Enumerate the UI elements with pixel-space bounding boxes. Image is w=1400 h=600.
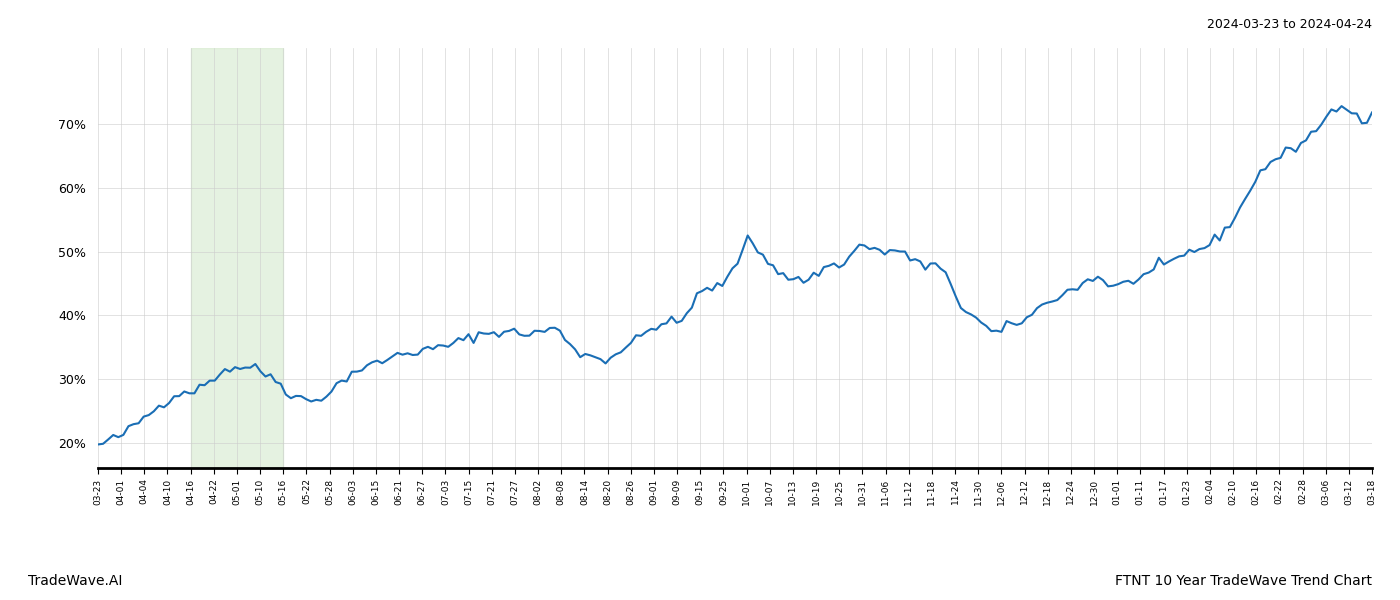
Text: 2024-03-23 to 2024-04-24: 2024-03-23 to 2024-04-24 xyxy=(1207,18,1372,31)
Bar xyxy=(190,48,283,468)
Text: TradeWave.AI: TradeWave.AI xyxy=(28,574,122,588)
Text: FTNT 10 Year TradeWave Trend Chart: FTNT 10 Year TradeWave Trend Chart xyxy=(1114,574,1372,588)
